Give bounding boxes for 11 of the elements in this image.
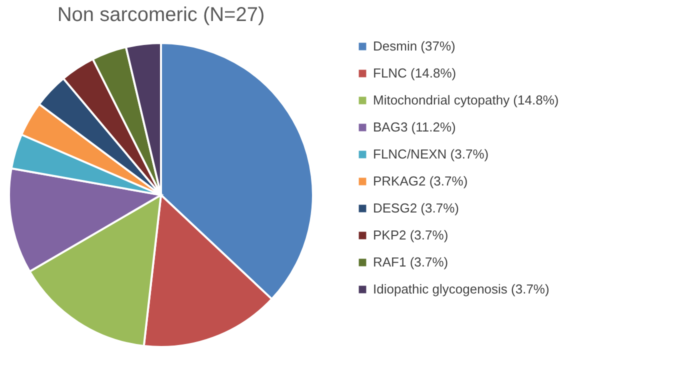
legend-label: FLNC (14.8%) (373, 66, 456, 80)
legend-label: DESG2 (3.7%) (373, 200, 459, 216)
chart-title: Non sarcomeric (N=27) (57, 4, 265, 26)
legend-label: PKP2 (3.7%) (373, 228, 448, 242)
legend-label: RAF1 (3.7%) (373, 254, 448, 270)
legend-label: BAG3 (11.2%) (373, 120, 456, 134)
legend-label: PRKAG2 (3.7%) (373, 174, 468, 188)
legend-label: Idiopathic glycogenosis (3.7%) (373, 282, 550, 296)
legend-label: FLNC/NEXN (3.7%) (373, 146, 489, 162)
legend-label: Mitochondrial cytopathy (14.8%) (373, 92, 559, 108)
legend-label: Desmin (37%) (373, 38, 456, 54)
